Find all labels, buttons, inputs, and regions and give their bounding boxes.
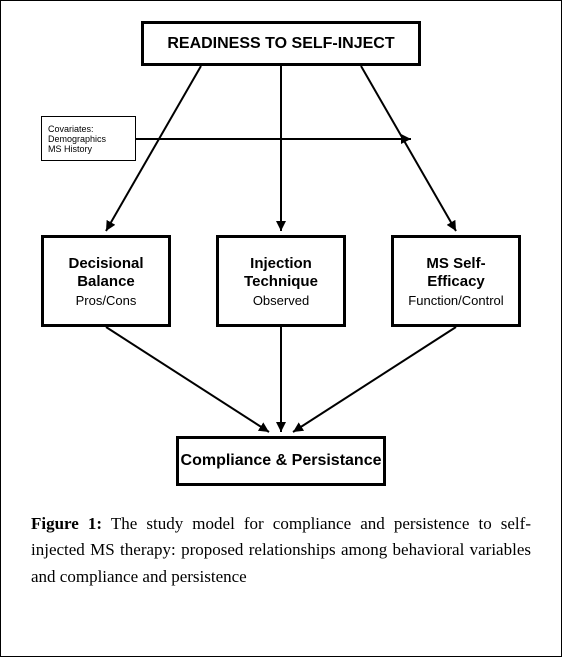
decisional-title: Decisional Balance bbox=[50, 255, 162, 291]
covariates-line2: MS History bbox=[48, 144, 92, 154]
efficacy-subtitle: Function/Control bbox=[408, 293, 503, 308]
node-covariates: Covariates: Demographics MS History bbox=[41, 116, 136, 161]
figure-caption: Figure 1: The study model for compliance… bbox=[31, 511, 531, 590]
node-readiness-title: READINESS TO SELF-INJECT bbox=[167, 35, 394, 53]
figure-container: READINESS TO SELF-INJECT Covariates: Dem… bbox=[0, 0, 562, 657]
node-injection-technique: Injection Technique Observed bbox=[216, 235, 346, 327]
node-self-efficacy: MS Self-Efficacy Function/Control bbox=[391, 235, 521, 327]
decisional-subtitle: Pros/Cons bbox=[76, 293, 137, 308]
caption-text: The study model for compliance and persi… bbox=[31, 514, 531, 586]
node-readiness: READINESS TO SELF-INJECT bbox=[141, 21, 421, 66]
compliance-title: Compliance & Persistance bbox=[181, 451, 382, 470]
flowchart-diagram: READINESS TO SELF-INJECT Covariates: Dem… bbox=[1, 1, 561, 501]
node-compliance: Compliance & Persistance bbox=[176, 436, 386, 486]
caption-label: Figure 1: bbox=[31, 514, 102, 533]
covariates-title: Covariates: bbox=[48, 124, 94, 134]
efficacy-title: MS Self-Efficacy bbox=[400, 255, 512, 291]
covariates-line1: Demographics bbox=[48, 134, 106, 144]
node-decisional-balance: Decisional Balance Pros/Cons bbox=[41, 235, 171, 327]
injection-subtitle: Observed bbox=[253, 293, 309, 308]
injection-title: Injection Technique bbox=[225, 255, 337, 291]
